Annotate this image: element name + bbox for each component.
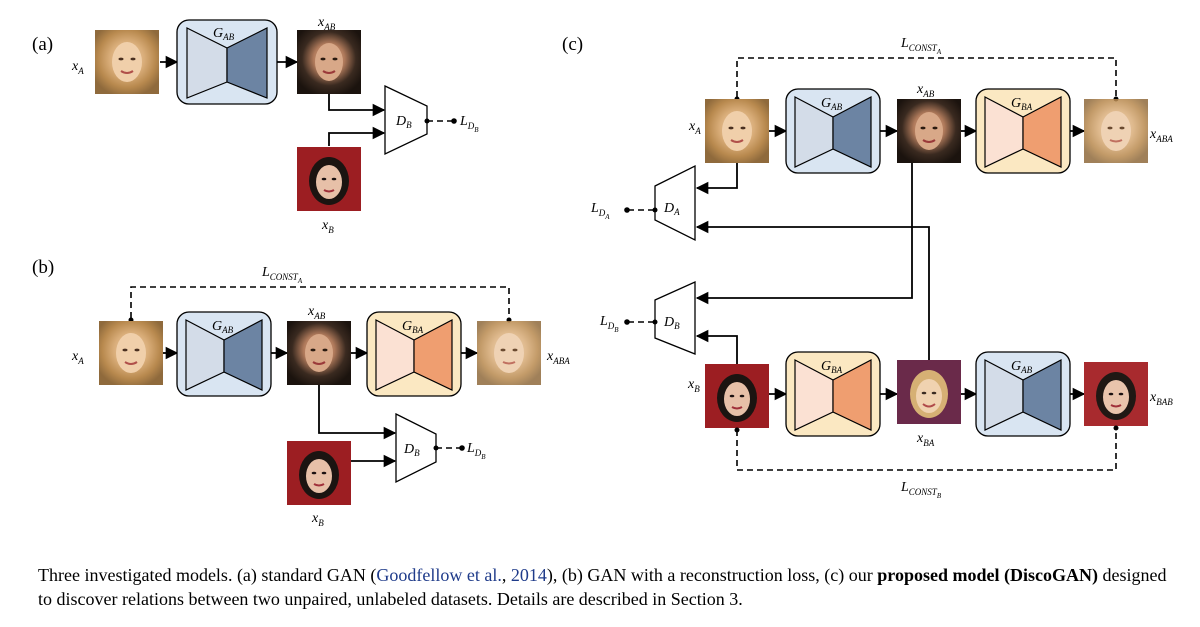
- discriminator-b-c: DB: [654, 280, 696, 355]
- face-b-image-b: [287, 441, 351, 505]
- discriminator-b-a: DB: [384, 84, 428, 156]
- face-ab-image-c: [897, 99, 961, 163]
- label-x-ab-b: xAB: [307, 304, 326, 321]
- label-x-a-c: xA: [688, 119, 701, 136]
- loss-const-a-c: LCONSTA: [900, 36, 942, 56]
- citation-link[interactable]: Goodfellow et al.: [376, 565, 502, 585]
- label-x-ba-c: xBA: [916, 431, 935, 448]
- loss-const-b-c: LCONSTB: [900, 480, 942, 500]
- caption-sep: ,: [501, 565, 511, 585]
- loss-d-a-c: LDA: [590, 201, 610, 221]
- generator-ab-c-bottom: GAB: [975, 351, 1071, 437]
- discogan-diagram: (a) xA GAB xAB DB LDB: [32, 15, 1173, 528]
- generator-ba-c-bottom: GBA: [785, 351, 881, 437]
- svg-text:DB: DB: [395, 114, 412, 130]
- face-aba-image-c: [1084, 99, 1148, 163]
- loss-d-b-a: LDB: [459, 114, 479, 134]
- panel-label-b: (b): [32, 257, 54, 278]
- face-bab-image-c: [1084, 362, 1148, 426]
- loss-d-b-c: LDB: [599, 314, 619, 334]
- face-aba-image-b: [477, 321, 541, 385]
- svg-text:GAB: GAB: [213, 26, 235, 42]
- face-b-image-a: [297, 147, 361, 211]
- label-x-a: xA: [71, 59, 84, 76]
- svg-text:DA: DA: [663, 201, 680, 217]
- face-ba-image-c: [897, 360, 961, 424]
- generator-ab-c-top: GAB: [785, 88, 881, 174]
- caption-text-3: designed to discover relations between t…: [38, 565, 1167, 609]
- caption-text-2: ), (b) GAN with a reconstruction loss, (…: [546, 565, 878, 585]
- label-x-ab: xAB: [317, 15, 336, 32]
- caption-text: Three investigated models. (a) standard …: [38, 565, 377, 585]
- label-x-aba-b: xABA: [546, 349, 570, 366]
- svg-text:DB: DB: [663, 315, 680, 331]
- generator-ba-c-top: GBA: [975, 88, 1071, 174]
- face-a-image-c: [705, 99, 769, 163]
- face-ab-image-b: [287, 321, 351, 385]
- label-x-a-b: xA: [71, 349, 84, 366]
- citation-year-link[interactable]: 2014: [510, 565, 547, 585]
- label-x-aba-c: xABA: [1149, 127, 1173, 144]
- label-x-b-a: xB: [321, 218, 334, 235]
- label-x-ab-c: xAB: [916, 82, 935, 99]
- panel-label-c: (c): [562, 34, 583, 55]
- discriminator-a-c: DA: [654, 164, 696, 242]
- figure-caption: Three investigated models. (a) standard …: [38, 563, 1168, 611]
- discriminator-b-b: DB: [395, 412, 437, 484]
- label-x-b-b: xB: [311, 511, 324, 528]
- svg-text:GBA: GBA: [402, 319, 424, 335]
- loss-const-a-b: LCONSTA: [261, 265, 303, 285]
- label-x-bab-c: xBAB: [1149, 390, 1173, 407]
- face-ab-image: [297, 30, 361, 94]
- svg-text:DB: DB: [403, 442, 420, 458]
- generator-ab: GAB: [176, 19, 278, 105]
- label-x-b-c: xB: [687, 377, 700, 394]
- panel-label-a: (a): [32, 34, 53, 55]
- svg-text:GAB: GAB: [821, 96, 843, 112]
- generator-ab-b: GAB: [176, 311, 272, 397]
- loss-d-b-b: LDB: [466, 441, 486, 461]
- face-b-image-c: [705, 364, 769, 428]
- svg-text:GBA: GBA: [821, 359, 843, 375]
- face-a-image-b: [99, 321, 163, 385]
- svg-text:GAB: GAB: [1011, 359, 1033, 375]
- generator-ba-b: GBA: [366, 311, 462, 397]
- caption-bold: proposed model (DiscoGAN): [877, 565, 1098, 585]
- face-a-image: [95, 30, 159, 94]
- svg-text:GAB: GAB: [212, 319, 234, 335]
- svg-text:GBA: GBA: [1011, 96, 1033, 112]
